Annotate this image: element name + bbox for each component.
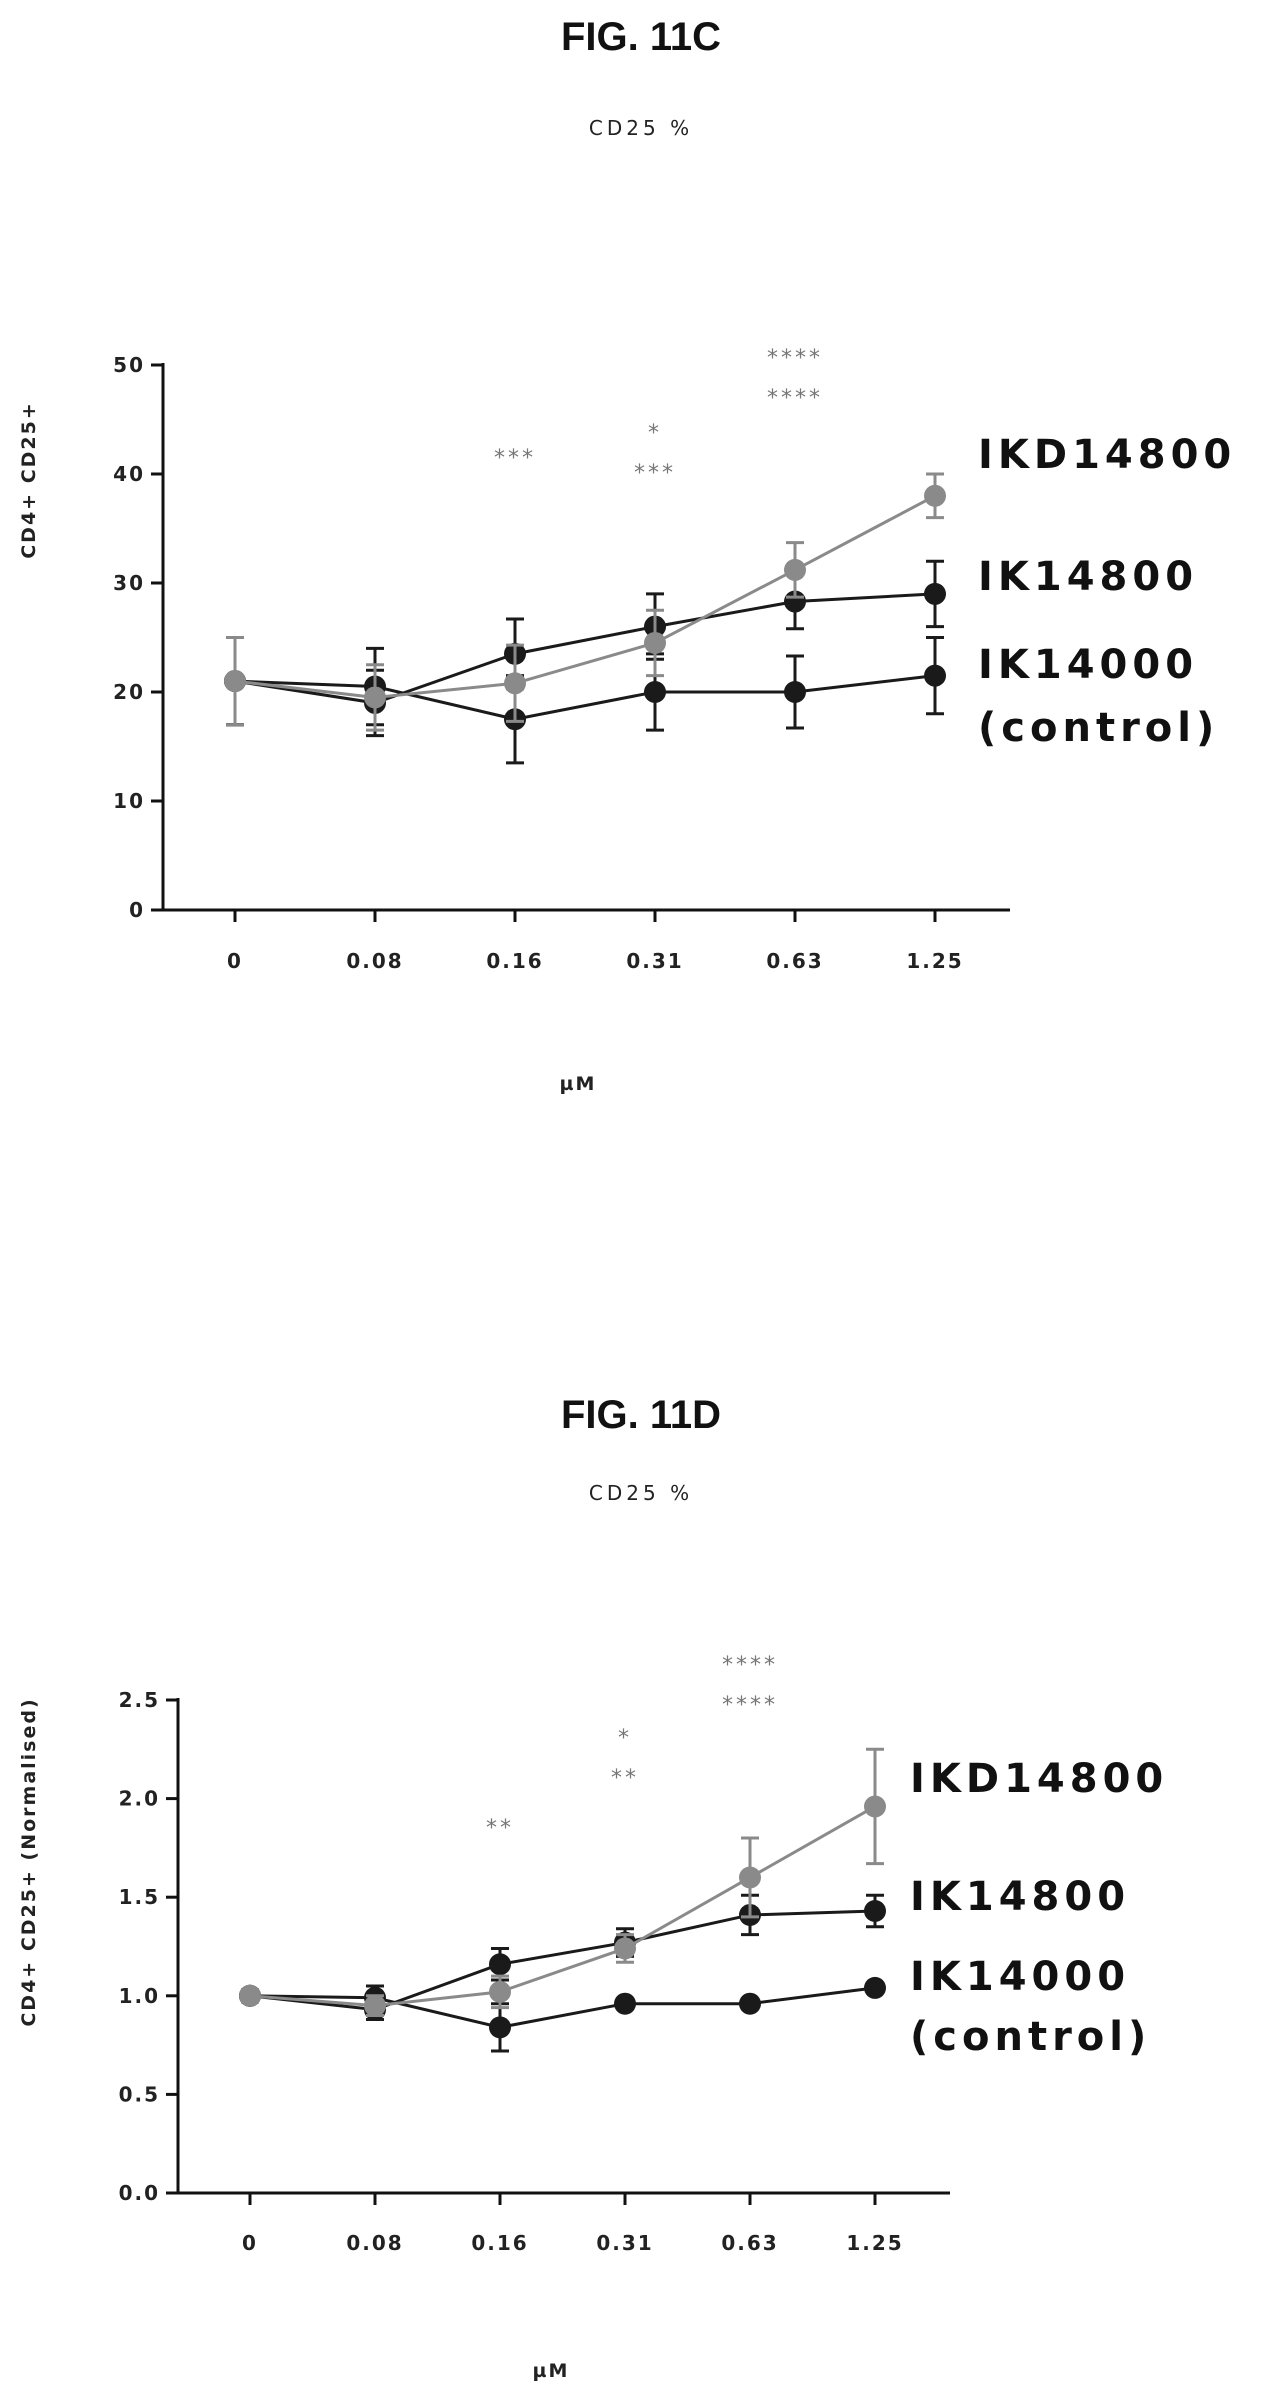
y-tick-label: 30 [113, 571, 145, 595]
x-tick-label: 0.16 [471, 2231, 528, 2255]
y-tick-label: 50 [113, 353, 145, 377]
series-ik14800 [224, 559, 946, 738]
chart-panel-11d: FIG. 11D CD25 % CD4+ CD25+ (Normalised) … [18, 0, 1168, 2382]
y-tick-label: 0.0 [119, 2181, 160, 2205]
series-ikd14800 [239, 1747, 886, 2018]
data-point [489, 1980, 511, 2003]
plot-area: 0 10 20 30 40 50 0 0.08 0.16 0.31 0.63 1.25 IKD14800… [113, 0, 1236, 973]
data-point [924, 582, 946, 605]
significance-marker: **** [722, 1693, 778, 1718]
data-point [614, 1992, 636, 2015]
series-label: IK14000 [910, 1954, 1130, 2000]
y-tick-label: 40 [113, 462, 145, 486]
series-label: IK14800 [978, 554, 1198, 600]
significance-marker: **** [722, 1653, 778, 1678]
y-tick-label: 10 [113, 789, 145, 813]
data-point [644, 631, 666, 654]
data-point [504, 672, 526, 695]
data-point [864, 1795, 886, 1818]
data-point [784, 681, 806, 703]
data-point [784, 558, 806, 581]
x-tick-label: 0.63 [721, 2231, 778, 2255]
series-line [249, 1909, 876, 2012]
data-point [614, 1937, 636, 1960]
series-label: IKD14800 [978, 432, 1236, 478]
x-tick-label: 0.08 [346, 2231, 403, 2255]
x-tick-label: 0.08 [346, 949, 403, 973]
x-tick-label: 0.31 [626, 949, 683, 973]
significance-marker: **** [767, 386, 823, 411]
chart-title: CD25 % [589, 1481, 693, 1505]
y-tick-label: 0 [129, 898, 145, 922]
significance-marker: **** [907, 0, 963, 6]
series-label: IK14800 [910, 1874, 1130, 1920]
significance-marker: *** [494, 446, 536, 471]
significance-marker: ** [486, 1816, 514, 1841]
chart-title: CD25 % [589, 116, 693, 140]
series-line [234, 592, 936, 705]
y-tick-label: 1.0 [119, 1984, 160, 2008]
y-tick-label: 2.0 [119, 1787, 160, 1811]
x-tick-label: 0 [227, 949, 243, 973]
x-tick-label: 0 [242, 2231, 258, 2255]
data-point [924, 664, 946, 687]
series-label: IK14000 [978, 642, 1198, 688]
data-point [864, 1900, 886, 1923]
significance-marker: ** [611, 1766, 639, 1791]
significance-marker: **** [847, 0, 903, 6]
significance-marker: **** [907, 0, 963, 6]
series-line [234, 674, 936, 721]
significance-marker: * [648, 421, 662, 446]
data-point [644, 681, 666, 703]
x-tick-label: 0.63 [766, 949, 823, 973]
significance-marker: *** [854, 0, 896, 6]
y-axis-label: CD4+ CD25+ (Normalised) [18, 1697, 40, 2026]
series-ikd14800 [224, 472, 946, 732]
y-tick-label: 20 [113, 680, 145, 704]
data-point [864, 1976, 886, 1999]
series-line [249, 1986, 876, 2029]
data-point [364, 686, 386, 709]
significance-marker: *** [634, 461, 676, 486]
data-point [489, 2016, 511, 2039]
x-axis-label: µM [533, 2360, 570, 2382]
figure-label: FIG. 11D [561, 1393, 721, 1437]
data-point [364, 1994, 386, 2017]
y-tick-label: 2.5 [119, 1688, 160, 1712]
x-tick-label: 1.25 [906, 949, 963, 973]
data-point [224, 670, 246, 693]
chart-panel-11c: FIG. 11C CD25 % CD4+ CD25+ µM 0 10 20 30 40 5… [18, 0, 1236, 1095]
x-tick-label: 0.31 [596, 2231, 653, 2255]
data-point [739, 1866, 761, 1889]
series-line [234, 494, 936, 699]
y-tick-label: 0.5 [119, 2082, 160, 2106]
data-point [489, 1953, 511, 1976]
y-tick-label: 1.5 [119, 1885, 160, 1909]
significance-marker: * [618, 1726, 632, 1751]
x-tick-label: 1.25 [846, 2231, 903, 2255]
x-axis-label: µM [560, 1073, 597, 1095]
series-ik14000 [239, 1976, 886, 2053]
figure-label: FIG. 11C [561, 15, 721, 59]
plot-area: 0.0 0.5 1.0 1.5 2.0 2.5 0 0.08 0.16 0.31 0.63 1.25 I… [119, 0, 1168, 2255]
series-label-line-2: (control) [910, 2014, 1151, 2060]
x-tick-label: 0.16 [486, 949, 543, 973]
significance-marker: **** [767, 346, 823, 371]
data-point [239, 1984, 261, 2007]
data-point [924, 484, 946, 507]
series-label-line-2: (control) [978, 705, 1219, 751]
series-label: IKD14800 [910, 1756, 1168, 1802]
series-ik14000 [224, 636, 946, 765]
y-axis-label: CD4+ CD25+ [18, 401, 40, 559]
data-point [739, 1992, 761, 2015]
series-line [249, 1805, 876, 2008]
